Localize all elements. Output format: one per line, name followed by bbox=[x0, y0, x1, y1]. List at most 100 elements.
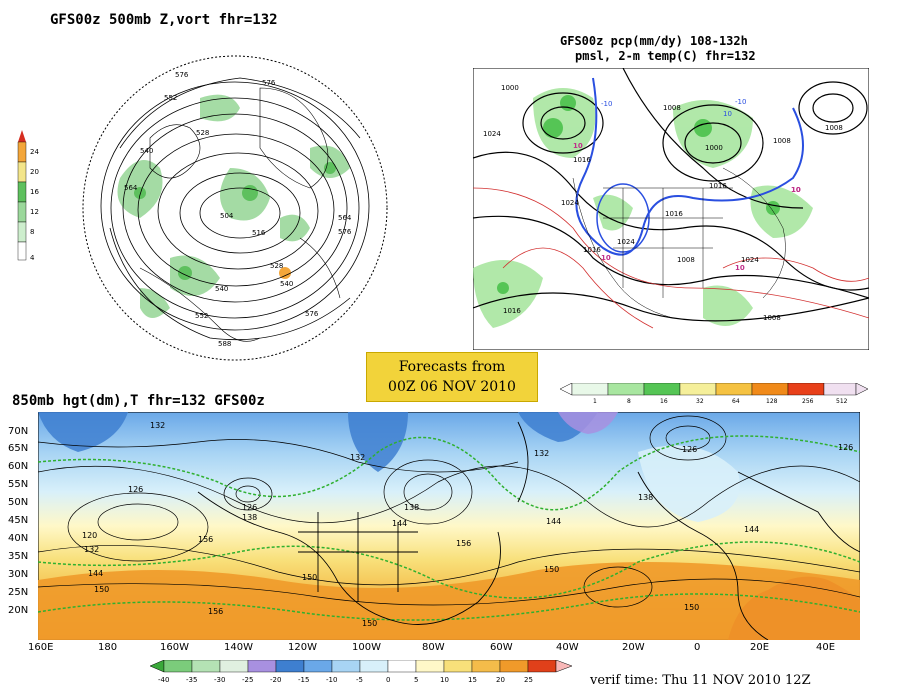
colorbar-label: -15 bbox=[298, 676, 309, 684]
lat-label: 40N bbox=[8, 533, 29, 544]
panel-500mb-title: GFS00z 500mb Z,vort fhr=132 bbox=[50, 12, 278, 28]
lon-label: 60W bbox=[490, 642, 513, 653]
isobar-label: 1024 bbox=[617, 238, 635, 246]
lon-label: 40W bbox=[556, 642, 579, 653]
colorbar-label: -5 bbox=[356, 676, 363, 684]
height-label: 150 bbox=[302, 573, 317, 582]
lat-label: 20N bbox=[8, 605, 29, 616]
temp-label: 10 bbox=[723, 110, 732, 118]
contour-label: 576 bbox=[305, 310, 319, 318]
forecast-init-line1: Forecasts from bbox=[398, 359, 506, 375]
height-label: 156 bbox=[456, 539, 471, 548]
panel-500mb-map: 576 576 552 540 528 564 516 504 528 540 … bbox=[82, 55, 388, 361]
lon-label: 0 bbox=[694, 642, 701, 653]
lat-label: 55N bbox=[8, 479, 29, 490]
isobar-label: 1024 bbox=[483, 130, 501, 138]
panel-precip-title-1: GFS00z pcp(mm/dy) 108-132h bbox=[560, 34, 748, 48]
colorbar-label: 512 bbox=[836, 398, 848, 405]
height-label: 138 bbox=[404, 503, 419, 512]
temp-label: -10 bbox=[601, 100, 612, 108]
isobar-label: 1016 bbox=[709, 182, 727, 190]
lon-axis: 160E 180 160W 140W 120W 100W 80W 60W 40W… bbox=[0, 642, 900, 656]
temp-label: -10 bbox=[735, 98, 746, 106]
colorbar-label: 4 bbox=[30, 254, 35, 262]
colorbar-label: 5 bbox=[414, 676, 418, 684]
contour-label: 552 bbox=[164, 94, 177, 102]
contour-label: 504 bbox=[220, 212, 234, 220]
height-label: 144 bbox=[546, 517, 561, 526]
contour-label: 552 bbox=[195, 312, 208, 320]
colorbar-label: 128 bbox=[766, 398, 778, 405]
colorbar-label: 25 bbox=[524, 676, 533, 684]
verif-time: verif time: Thu 11 NOV 2010 12Z bbox=[590, 673, 811, 688]
lon-label: 160W bbox=[160, 642, 189, 653]
height-label: 156 bbox=[198, 535, 213, 544]
lat-label: 65N bbox=[8, 443, 29, 454]
lon-label: 100W bbox=[352, 642, 381, 653]
height-label: 144 bbox=[744, 525, 759, 534]
colorbar-label: 12 bbox=[30, 208, 39, 216]
isobar-label: 1000 bbox=[501, 84, 519, 92]
height-label: 150 bbox=[684, 603, 699, 612]
panel-850mb-colorbar: -40 -35 -30 -25 -20 -15 -10 -5 0 5 10 15… bbox=[150, 660, 573, 684]
height-label: 150 bbox=[362, 619, 377, 628]
height-label: 144 bbox=[88, 569, 103, 578]
lon-label: 160E bbox=[28, 642, 54, 653]
lat-label: 35N bbox=[8, 551, 29, 562]
height-label: 138 bbox=[638, 493, 653, 502]
height-label: 138 bbox=[242, 513, 257, 522]
contour-label: 576 bbox=[175, 71, 189, 79]
colorbar-label: -30 bbox=[214, 676, 225, 684]
lon-label: 120W bbox=[288, 642, 317, 653]
colorbar-label: 64 bbox=[732, 398, 740, 405]
isobar-label: 1000 bbox=[705, 144, 723, 152]
height-label: 156 bbox=[208, 607, 223, 616]
lat-label: 45N bbox=[8, 515, 29, 526]
panel-500mb-colorbar: 24 20 16 12 8 4 bbox=[17, 130, 39, 262]
colorbar-label: 15 bbox=[468, 676, 477, 684]
colorbar-label: -35 bbox=[186, 676, 197, 684]
panel-precip-map: 1000 1024 1008 1000 1016 1008 1016 1024 … bbox=[473, 68, 869, 350]
colorbar-label: -20 bbox=[270, 676, 281, 684]
temp-label: 10 bbox=[791, 186, 801, 194]
lat-label: 70N bbox=[8, 426, 29, 437]
colorbar-label: 8 bbox=[30, 228, 34, 236]
contour-label: 576 bbox=[338, 228, 352, 236]
lon-label: 20E bbox=[750, 642, 770, 653]
lon-label: 180 bbox=[98, 642, 118, 653]
colorbar-label: 8 bbox=[627, 398, 631, 405]
isobar-label: 1016 bbox=[503, 307, 521, 315]
colorbar-label: -10 bbox=[326, 676, 337, 684]
height-label: 132 bbox=[150, 421, 165, 430]
isobar-label: 1024 bbox=[741, 256, 759, 264]
lat-label: 50N bbox=[8, 497, 29, 508]
isobar-label: 1016 bbox=[583, 246, 601, 254]
contour-label: 588 bbox=[218, 340, 231, 348]
colorbar-label: 20 bbox=[30, 168, 39, 176]
height-label: 126 bbox=[682, 445, 697, 454]
isobar-label: 1016 bbox=[573, 156, 591, 164]
contour-label: 540 bbox=[140, 147, 153, 155]
colorbar-label: 256 bbox=[802, 398, 814, 405]
colorbar-label: -25 bbox=[242, 676, 253, 684]
height-label: 132 bbox=[350, 453, 365, 462]
forecast-init-line2: 00Z 06 NOV 2010 bbox=[388, 379, 516, 395]
panel-precip-title-2: pmsl, 2-m temp(C) fhr=132 bbox=[575, 49, 756, 63]
contour-label: 540 bbox=[215, 285, 228, 293]
lat-label: 60N bbox=[8, 461, 29, 472]
colorbar-label: 16 bbox=[660, 398, 668, 405]
colorbar-label: 24 bbox=[30, 148, 39, 156]
colorbar-label: 0 bbox=[386, 676, 390, 684]
isobar-label: 1008 bbox=[763, 314, 781, 322]
isobar-label: 1008 bbox=[677, 256, 695, 264]
colorbar-label: 20 bbox=[496, 676, 505, 684]
temp-label: 10 bbox=[791, 186, 801, 194]
lon-label: 20W bbox=[622, 642, 645, 653]
isobar-label: 1024 bbox=[561, 199, 579, 207]
panel-850mb-map: 132 126 120 132 144 150 132 138 156 144 … bbox=[38, 412, 860, 640]
contour-label: 516 bbox=[252, 229, 266, 237]
isobar-label: 1016 bbox=[665, 210, 683, 218]
colorbar-label: -40 bbox=[158, 676, 169, 684]
height-label: 132 bbox=[534, 449, 549, 458]
height-label: 120 bbox=[82, 531, 97, 540]
